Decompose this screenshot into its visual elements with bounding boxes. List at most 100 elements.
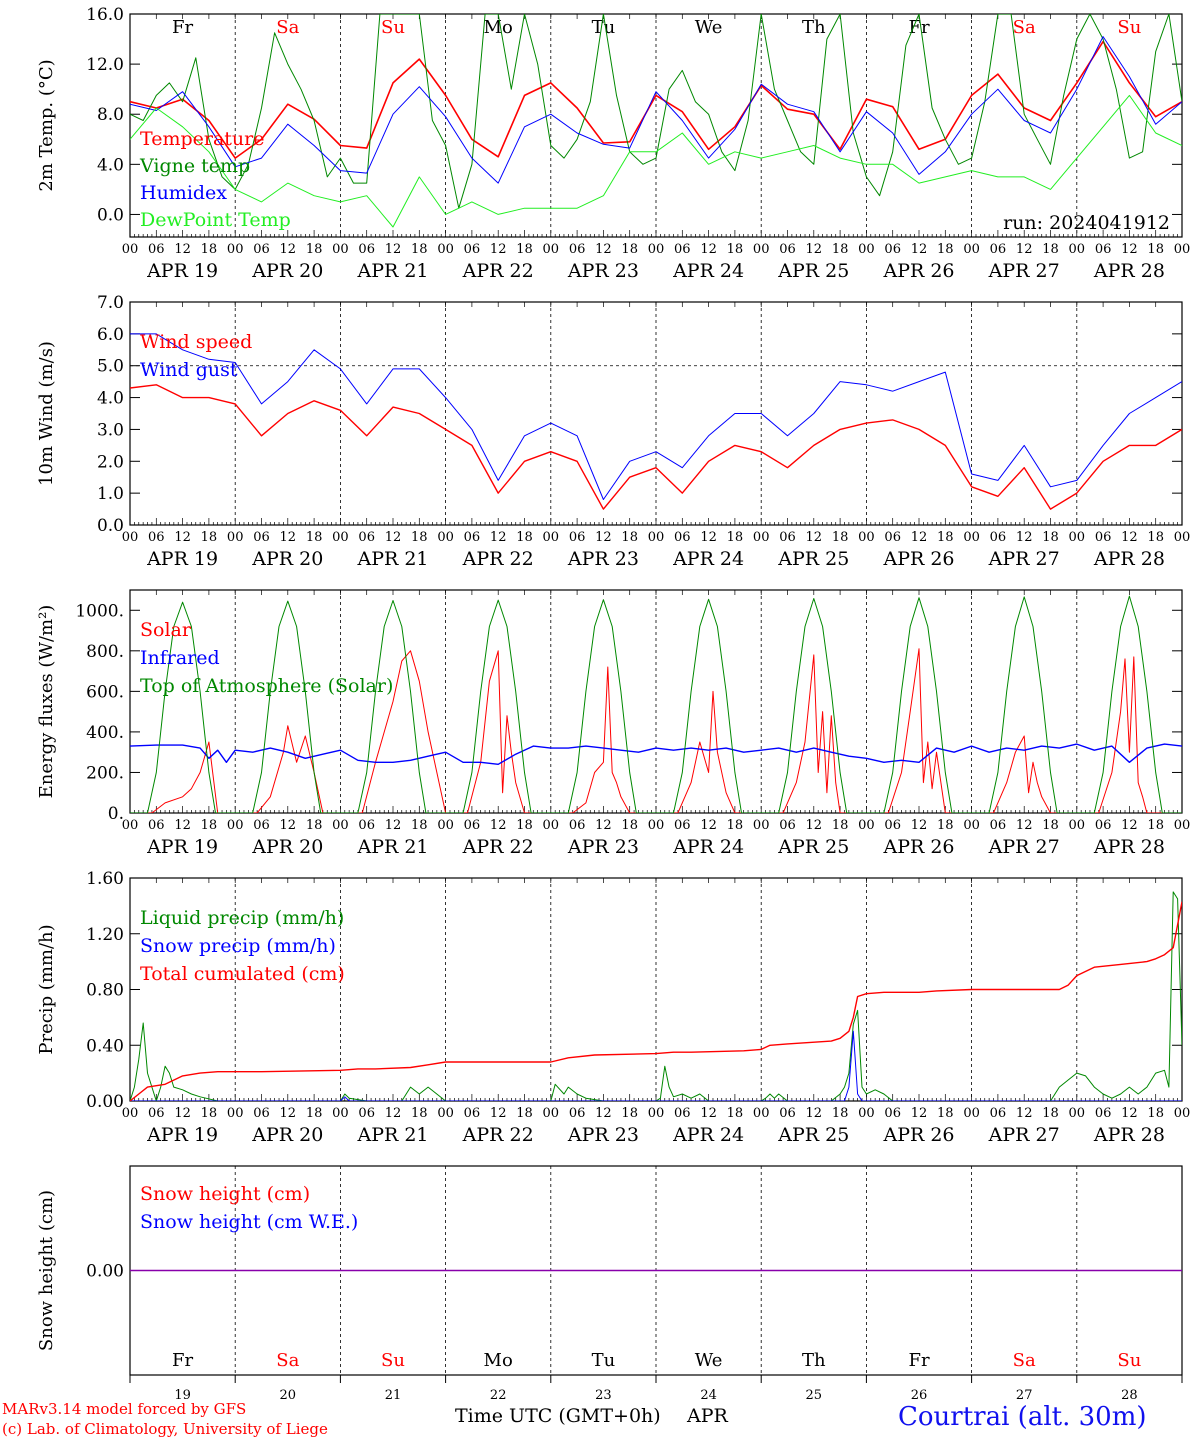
y-tick-label: 2.0 (97, 452, 124, 472)
hour-tick-label: 12 (700, 242, 717, 257)
hour-tick-label: 00 (227, 818, 244, 833)
day-of-week-label: We (695, 1350, 723, 1371)
day-of-week-label: Su (381, 1350, 405, 1371)
date-label: APR 23 (567, 836, 639, 858)
hour-tick-label: 18 (1042, 818, 1059, 833)
date-label: APR 25 (777, 836, 849, 858)
hour-tick-label: 18 (516, 818, 533, 833)
hour-tick-label: 00 (963, 818, 980, 833)
hour-tick-label: 12 (385, 1106, 402, 1121)
hour-tick-label: 06 (779, 818, 796, 833)
y-tick-label: 0.40 (86, 1036, 124, 1056)
hour-tick-label: 18 (832, 1106, 849, 1121)
hour-tick-label: 06 (358, 818, 375, 833)
y-tick-label: 3.0 (97, 420, 124, 440)
hour-tick-label: 06 (358, 242, 375, 257)
hour-tick-label: 18 (621, 818, 638, 833)
y-tick-label: 600. (86, 682, 124, 702)
hour-tick-label: 12 (1016, 818, 1033, 833)
hour-tick-label: 06 (1095, 818, 1112, 833)
hour-tick-label: 06 (148, 1106, 165, 1121)
hour-tick-label: 00 (543, 242, 560, 257)
hour-tick-label: 06 (253, 530, 270, 545)
hour-tick-label: 06 (253, 1106, 270, 1121)
hour-tick-label: 18 (937, 1106, 954, 1121)
date-label: APR 22 (462, 1124, 534, 1146)
day-of-week-label: Fr (908, 17, 929, 38)
hour-tick-label: 06 (464, 818, 481, 833)
legend-entry: Wind gust (140, 359, 238, 381)
legend-entry: Wind speed (140, 331, 252, 353)
y-tick-label: 800. (86, 642, 124, 662)
hour-tick-label: 06 (674, 818, 691, 833)
hour-tick-label: 00 (648, 1106, 665, 1121)
legend-entry: Liquid precip (mm/h) (140, 907, 344, 929)
hour-tick-label: 00 (963, 1106, 980, 1121)
hour-tick-label: 00 (227, 530, 244, 545)
hour-tick-label: 12 (806, 818, 823, 833)
hour-tick-label: 06 (884, 530, 901, 545)
hour-tick-label: 00 (858, 242, 875, 257)
hour-tick-label: 12 (911, 530, 928, 545)
hour-tick-label: 06 (253, 818, 270, 833)
hour-tick-label: 00 (1174, 530, 1191, 545)
date-label: APR 21 (356, 548, 428, 570)
hour-tick-label: 18 (201, 818, 218, 833)
hour-tick-label: 18 (516, 1106, 533, 1121)
legend-entry: Total cumulated (cm) (140, 963, 345, 985)
hour-tick-label: 06 (990, 1106, 1007, 1121)
hour-tick-label: 06 (358, 1106, 375, 1121)
date-label: APR 27 (988, 836, 1060, 858)
day-number-label: 21 (385, 1388, 402, 1403)
hour-tick-label: 00 (437, 242, 454, 257)
y-axis-label: Energy fluxes (W/m²) (36, 605, 57, 799)
legend-entry: Vigne temp (139, 155, 250, 177)
day-number-label: 27 (1016, 1388, 1033, 1403)
series-line-infrared (130, 743, 1182, 765)
hour-tick-label: 00 (858, 1106, 875, 1121)
hour-tick-label: 00 (543, 530, 560, 545)
hour-tick-label: 00 (753, 530, 770, 545)
hour-tick-label: 18 (201, 242, 218, 257)
date-label: APR 20 (251, 1124, 323, 1146)
hour-tick-label: 12 (174, 530, 191, 545)
hour-tick-label: 06 (464, 1106, 481, 1121)
hour-tick-label: 12 (806, 530, 823, 545)
series-group (130, 333, 1182, 510)
hour-tick-label: 00 (332, 242, 349, 257)
series-group (130, 891, 1182, 1101)
day-of-week-label: Tu (592, 17, 616, 38)
series-line-top-of-atmosphere-solar- (130, 595, 1182, 813)
hour-tick-label: 06 (1095, 1106, 1112, 1121)
legend-entry: Snow precip (mm/h) (140, 935, 336, 957)
hour-tick-label: 00 (122, 818, 139, 833)
day-of-week-label: Sa (1013, 1350, 1036, 1371)
hour-tick-label: 12 (490, 1106, 507, 1121)
hour-tick-label: 06 (674, 242, 691, 257)
hour-tick-label: 12 (806, 242, 823, 257)
date-label: APR 20 (251, 260, 323, 282)
hour-tick-label: 18 (621, 530, 638, 545)
hour-tick-label: 18 (1147, 1106, 1164, 1121)
hour-tick-label: 00 (1069, 1106, 1086, 1121)
hour-tick-label: 18 (937, 818, 954, 833)
y-axis-label: Precip (mm/h) (36, 924, 57, 1054)
y-tick-label: 0.80 (86, 981, 124, 1001)
day-number-label: 19 (174, 1388, 191, 1403)
hour-tick-label: 00 (1069, 530, 1086, 545)
hour-tick-label: 18 (621, 1106, 638, 1121)
hour-tick-label: 06 (148, 818, 165, 833)
date-label: APR 22 (462, 260, 534, 282)
legend-entry: Snow height (cm W.E.) (140, 1211, 358, 1233)
footer-model-line: MARv3.14 model forced by GFS (2, 1400, 247, 1418)
hour-tick-label: 18 (306, 530, 323, 545)
hour-tick-label: 00 (753, 1106, 770, 1121)
hour-tick-label: 12 (1016, 242, 1033, 257)
date-label: APR 28 (1093, 260, 1165, 282)
date-label: APR 19 (146, 548, 218, 570)
series-line-liquid-precip-mm-h- (130, 891, 1182, 1101)
hour-tick-label: 12 (490, 530, 507, 545)
hour-tick-label: 18 (727, 530, 744, 545)
plot-frame (129, 589, 1183, 814)
day-of-week-label: We (695, 17, 723, 38)
